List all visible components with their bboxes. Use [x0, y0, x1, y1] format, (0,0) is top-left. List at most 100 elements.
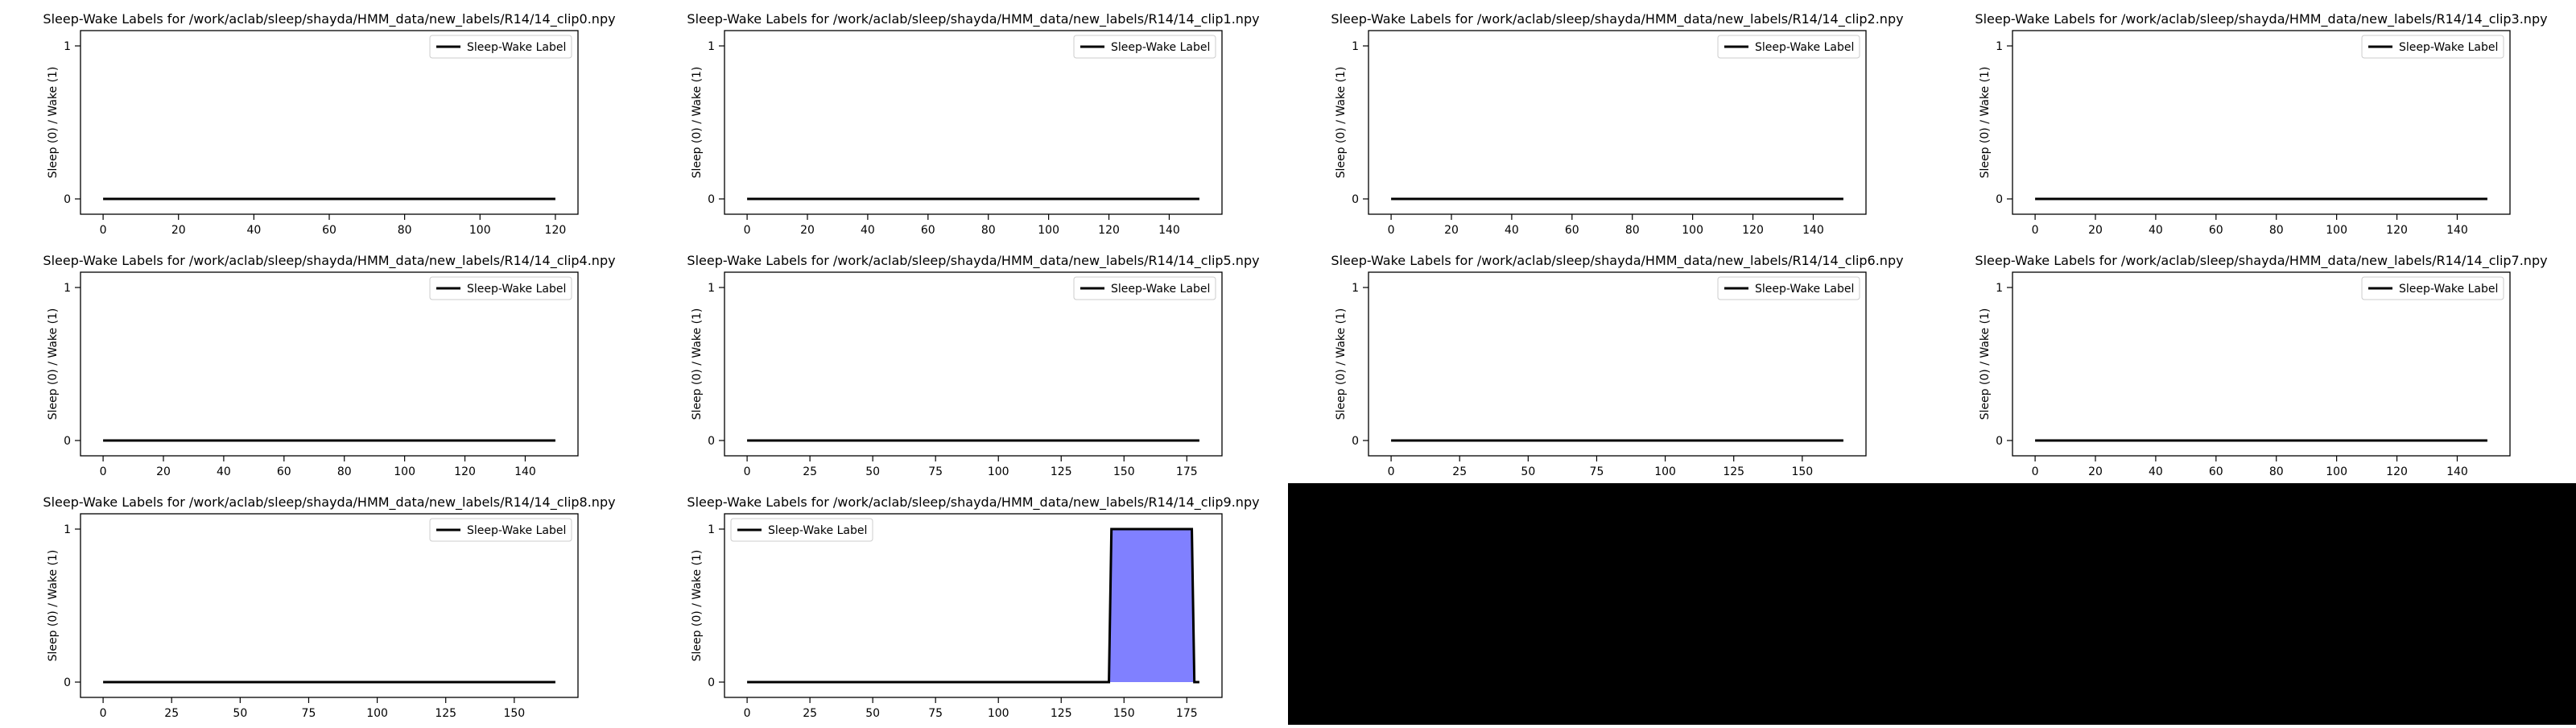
x-tick-label: 0 [744, 707, 751, 720]
legend-box [429, 518, 572, 542]
axes-frame [80, 513, 579, 698]
chart-title: Sleep-Wake Labels for /work/aclab/sleep/… [687, 494, 1259, 511]
legend-box [2361, 35, 2504, 59]
legend-label: Sleep-Wake Label [1111, 283, 1210, 296]
x-tick-label: 120 [1098, 224, 1120, 237]
legend-box [429, 276, 572, 300]
y-tick-label: 0 [64, 676, 71, 689]
subplot-6: Sleep-Wake Labels for /work/aclab/sleep/… [1331, 253, 1903, 478]
x-tick-label: 50 [865, 465, 880, 478]
y-tick-label: 0 [64, 435, 71, 448]
x-tick-label: 125 [435, 707, 456, 720]
legend-label: Sleep-Wake Label [467, 41, 566, 54]
subplot-7: Sleep-Wake Labels for /work/aclab/sleep/… [1975, 253, 2547, 478]
x-tick-label: 60 [2209, 224, 2223, 237]
subplot-2: Sleep-Wake Labels for /work/aclab/sleep/… [1331, 11, 1903, 237]
subplot-3: Sleep-Wake Labels for /work/aclab/sleep/… [1975, 11, 2547, 237]
y-tick-label: 0 [708, 193, 715, 206]
x-tick-label: 80 [1625, 224, 1640, 237]
x-tick-label: 150 [503, 707, 525, 720]
legend: Sleep-Wake Label [1073, 35, 1216, 59]
y-tick-label: 1 [708, 40, 715, 53]
axes-frame [2012, 30, 2511, 215]
wake-fill-area [1108, 529, 1195, 682]
y-tick-label: 1 [64, 40, 71, 53]
subplot-8: Sleep-Wake Labels for /work/aclab/sleep/… [43, 494, 615, 720]
x-tick-label: 20 [156, 465, 171, 478]
x-tick-label: 0 [2032, 465, 2039, 478]
x-tick-label: 120 [454, 465, 476, 478]
legend-box [730, 518, 873, 542]
chart-title: Sleep-Wake Labels for /work/aclab/sleep/… [1331, 253, 1903, 269]
x-tick-label: 140 [1802, 224, 1824, 237]
legend-label: Sleep-Wake Label [1755, 41, 1854, 54]
x-tick-label: 0 [744, 465, 751, 478]
x-tick-label: 120 [2386, 224, 2408, 237]
legend: Sleep-Wake Label [429, 35, 572, 59]
x-tick-label: 40 [2149, 465, 2163, 478]
y-axis-label: Sleep (0) / Wake (1) [1979, 67, 1992, 179]
x-tick-label: 75 [928, 707, 943, 720]
legend-box [1073, 276, 1216, 300]
x-tick-label: 100 [2326, 465, 2347, 478]
y-axis-label: Sleep (0) / Wake (1) [1979, 308, 1992, 420]
chart-title: Sleep-Wake Labels for /work/aclab/sleep/… [687, 253, 1259, 269]
x-tick-label: 0 [1388, 224, 1395, 237]
legend-box [2361, 276, 2504, 300]
legend-box [1717, 35, 1860, 59]
legend-box [1717, 276, 1860, 300]
series-line [747, 527, 1199, 684]
x-tick-label: 150 [1113, 465, 1135, 478]
x-tick-label: 25 [803, 707, 817, 720]
y-tick-label: 1 [708, 523, 715, 536]
x-tick-label: 60 [2209, 465, 2223, 478]
x-tick-label: 175 [1176, 707, 1198, 720]
chart-title: Sleep-Wake Labels for /work/aclab/sleep/… [43, 494, 615, 511]
chart-title: Sleep-Wake Labels for /work/aclab/sleep/… [687, 11, 1259, 27]
y-axis-label: Sleep (0) / Wake (1) [1335, 308, 1348, 420]
y-axis-label: Sleep (0) / Wake (1) [47, 308, 60, 420]
y-tick-label: 0 [1996, 193, 2003, 206]
y-tick-label: 0 [1996, 435, 2003, 448]
y-axis-label: Sleep (0) / Wake (1) [1335, 67, 1348, 179]
legend-box [429, 35, 572, 59]
y-tick-label: 0 [1352, 435, 1359, 448]
legend-label: Sleep-Wake Label [1111, 41, 1210, 54]
x-tick-label: 25 [164, 707, 179, 720]
y-tick-label: 0 [1352, 193, 1359, 206]
x-tick-label: 175 [1176, 465, 1198, 478]
chart-title: Sleep-Wake Labels for /work/aclab/sleep/… [43, 253, 615, 269]
x-tick-label: 80 [2269, 224, 2284, 237]
y-axis-label: Sleep (0) / Wake (1) [47, 67, 60, 179]
x-tick-label: 40 [246, 224, 261, 237]
legend-label: Sleep-Wake Label [467, 524, 566, 537]
legend: Sleep-Wake Label [1073, 276, 1216, 300]
x-tick-label: 80 [2269, 465, 2284, 478]
subplot-1: Sleep-Wake Labels for /work/aclab/sleep/… [687, 11, 1259, 237]
y-tick-label: 1 [1352, 282, 1359, 295]
x-tick-label: 25 [803, 465, 817, 478]
y-axis-label: Sleep (0) / Wake (1) [691, 67, 704, 179]
x-tick-label: 100 [1682, 224, 1703, 237]
x-tick-label: 120 [545, 224, 567, 237]
x-tick-label: 120 [2386, 465, 2408, 478]
x-tick-label: 20 [1444, 224, 1459, 237]
y-axis-label: Sleep (0) / Wake (1) [691, 308, 704, 420]
x-tick-label: 100 [988, 707, 1009, 720]
legend-label: Sleep-Wake Label [1755, 283, 1854, 296]
x-tick-label: 80 [337, 465, 352, 478]
x-tick-label: 25 [1452, 465, 1467, 478]
x-tick-label: 100 [1038, 224, 1059, 237]
y-tick-label: 1 [64, 523, 71, 536]
x-tick-label: 0 [2032, 224, 2039, 237]
x-tick-label: 75 [302, 707, 316, 720]
x-tick-label: 140 [1158, 224, 1180, 237]
x-tick-label: 125 [1051, 707, 1072, 720]
x-tick-label: 75 [928, 465, 943, 478]
axes-frame [724, 513, 1223, 698]
chart-title: Sleep-Wake Labels for /work/aclab/sleep/… [43, 11, 615, 27]
legend: Sleep-Wake Label [2361, 35, 2504, 59]
x-tick-label: 150 [1791, 465, 1813, 478]
x-tick-label: 60 [921, 224, 935, 237]
